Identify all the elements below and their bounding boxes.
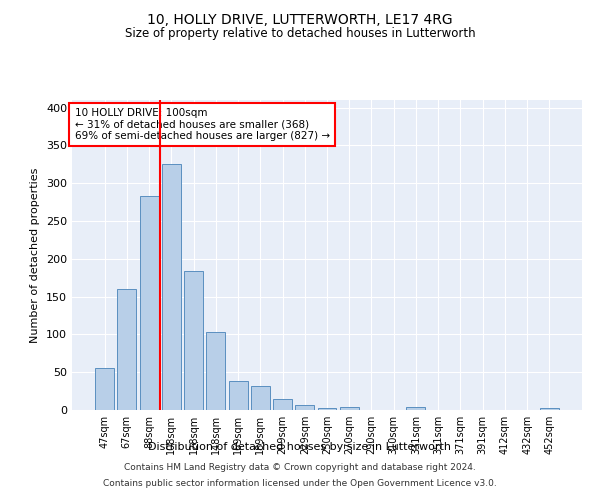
Bar — [317, 408, 337, 410]
Text: Contains HM Land Registry data © Crown copyright and database right 2024.: Contains HM Land Registry data © Crown c… — [124, 464, 476, 472]
Y-axis label: Number of detached properties: Number of detached properties — [31, 168, 40, 342]
Text: Size of property relative to detached houses in Lutterworth: Size of property relative to detached ho… — [125, 28, 475, 40]
Bar — [95, 368, 114, 410]
Text: 10, HOLLY DRIVE, LUTTERWORTH, LE17 4RG: 10, HOLLY DRIVE, LUTTERWORTH, LE17 4RG — [147, 12, 453, 26]
Text: 10 HOLLY DRIVE: 100sqm
← 31% of detached houses are smaller (368)
69% of semi-de: 10 HOLLY DRIVE: 100sqm ← 31% of detached… — [74, 108, 329, 141]
Text: Contains public sector information licensed under the Open Government Licence v3: Contains public sector information licen… — [103, 478, 497, 488]
Bar — [206, 332, 225, 410]
Bar — [540, 408, 559, 410]
Text: Distribution of detached houses by size in Lutterworth: Distribution of detached houses by size … — [149, 442, 452, 452]
Bar — [251, 386, 270, 410]
Bar — [229, 382, 248, 410]
Bar — [118, 289, 136, 410]
Bar — [162, 164, 181, 410]
Bar — [140, 196, 158, 410]
Bar — [184, 271, 203, 410]
Bar — [406, 407, 425, 410]
Bar — [340, 407, 359, 410]
Bar — [273, 398, 292, 410]
Bar — [295, 406, 314, 410]
